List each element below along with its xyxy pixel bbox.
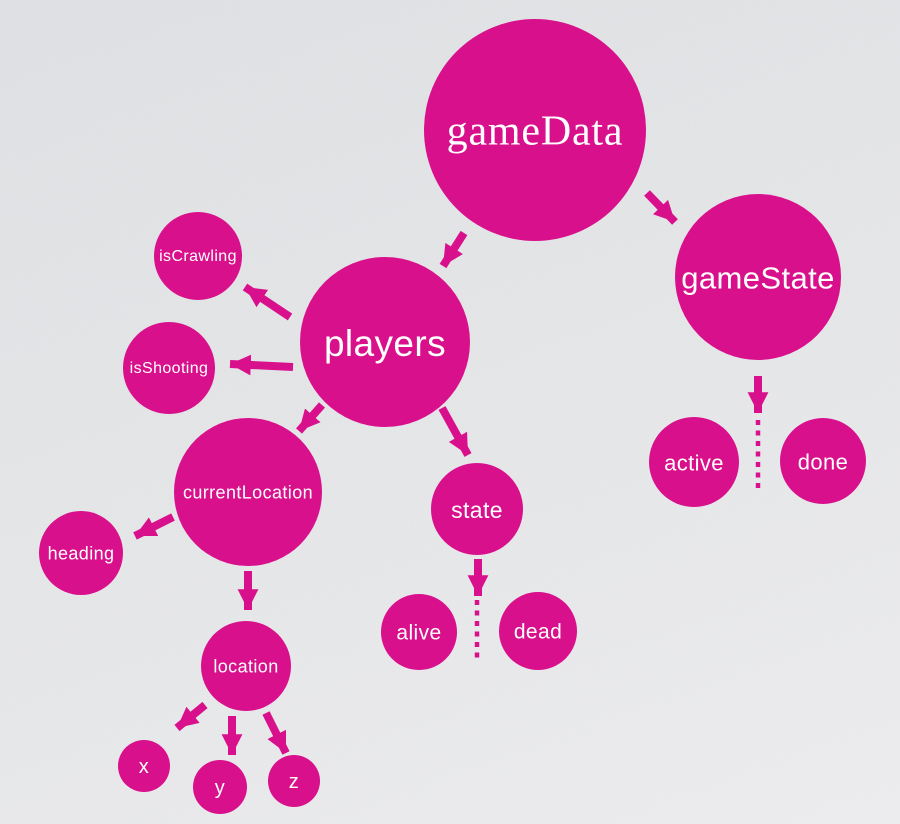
edge-players-to-currentLocation bbox=[296, 402, 325, 434]
edge-currentLocation-to-heading bbox=[133, 513, 175, 540]
node-circle-gameData bbox=[424, 19, 646, 241]
node-circle-currentLocation bbox=[174, 418, 322, 566]
edge-players-to-isCrawling bbox=[242, 283, 293, 321]
edge-players-to-isShooting bbox=[229, 354, 294, 376]
edge-location-to-z bbox=[262, 711, 290, 755]
node-label-location: location bbox=[213, 657, 278, 677]
node-isCrawling: isCrawling bbox=[154, 212, 242, 300]
node-circle-z bbox=[268, 755, 320, 807]
edges-layer bbox=[133, 190, 769, 755]
node-label-isShooting: isShooting bbox=[130, 360, 209, 377]
node-label-isCrawling: isCrawling bbox=[159, 248, 237, 265]
node-label-dead: dead bbox=[514, 620, 562, 643]
node-label-y: y bbox=[215, 777, 225, 799]
node-label-alive: alive bbox=[396, 621, 441, 644]
node-label-active: active bbox=[664, 450, 724, 475]
node-gameData: gameData bbox=[424, 19, 646, 241]
node-label-gameState: gameState bbox=[681, 261, 835, 296]
node-x: x bbox=[118, 740, 170, 792]
node-players: players bbox=[300, 257, 470, 427]
node-currentLocation: currentLocation bbox=[174, 418, 322, 566]
node-circle-heading bbox=[39, 511, 123, 595]
node-y: y bbox=[193, 760, 247, 814]
node-label-state: state bbox=[451, 497, 503, 523]
node-circle-dead bbox=[499, 592, 577, 670]
node-z: z bbox=[268, 755, 320, 807]
node-label-done: done bbox=[798, 449, 849, 474]
node-circle-isShooting bbox=[123, 322, 215, 414]
node-state: state bbox=[431, 463, 523, 555]
node-location: location bbox=[201, 621, 291, 711]
node-circle-gameState bbox=[675, 194, 841, 360]
node-done: done bbox=[780, 418, 866, 504]
node-circle-done bbox=[780, 418, 866, 504]
node-circle-x bbox=[118, 740, 170, 792]
node-label-currentLocation: currentLocation bbox=[183, 483, 313, 503]
node-active: active bbox=[649, 417, 739, 507]
node-circle-active bbox=[649, 417, 739, 507]
node-alive: alive bbox=[381, 594, 457, 670]
node-circle-location bbox=[201, 621, 291, 711]
node-circle-alive bbox=[381, 594, 457, 670]
node-dead: dead bbox=[499, 592, 577, 670]
node-label-players: players bbox=[324, 323, 446, 364]
node-circle-isCrawling bbox=[154, 212, 242, 300]
edge-gameData-to-gameState bbox=[644, 190, 678, 225]
node-circle-y bbox=[193, 760, 247, 814]
node-label-x: x bbox=[139, 756, 149, 778]
node-heading: heading bbox=[39, 511, 123, 595]
node-circle-state bbox=[431, 463, 523, 555]
node-isShooting: isShooting bbox=[123, 322, 215, 414]
separators-layer bbox=[474, 420, 761, 658]
node-label-gameData: gameData bbox=[447, 109, 624, 155]
nodes-layer: gameData gameState players isCrawling isShoo… bbox=[39, 19, 866, 814]
node-gameState: gameState bbox=[675, 194, 841, 360]
edge-players-to-state bbox=[438, 406, 472, 457]
edge-gameData-to-players bbox=[439, 230, 468, 269]
node-label-z: z bbox=[289, 771, 299, 793]
edge-location-to-x bbox=[174, 701, 208, 732]
node-label-heading: heading bbox=[48, 544, 115, 564]
node-circle-players bbox=[300, 257, 470, 427]
